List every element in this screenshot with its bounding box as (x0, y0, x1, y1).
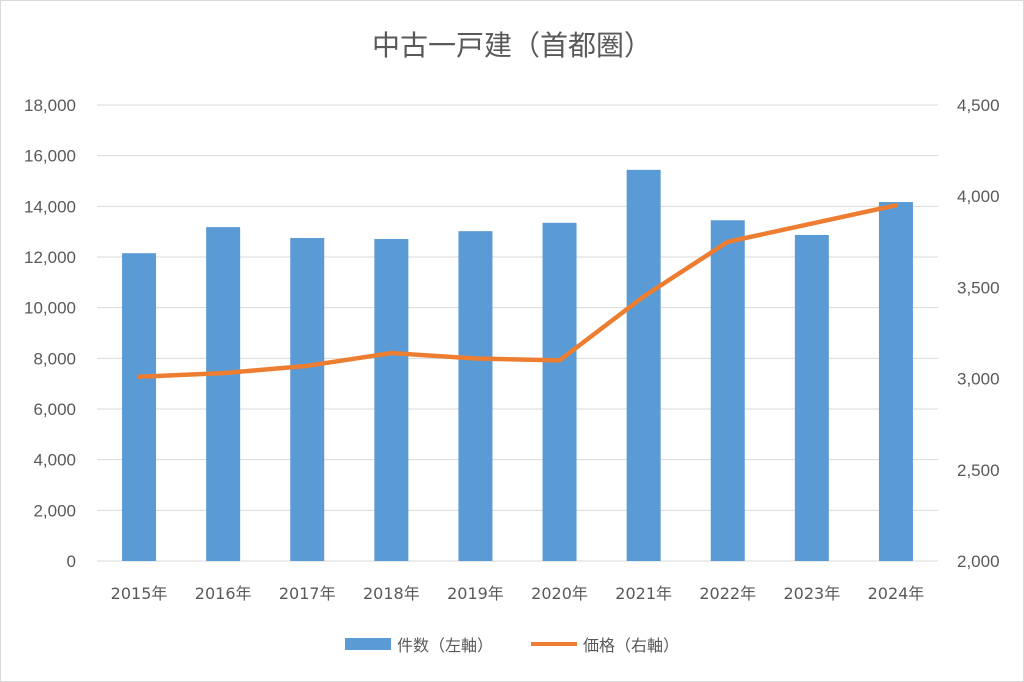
right-tick-label: 2,500 (957, 461, 1000, 480)
bar (542, 222, 577, 562)
x-tick-label: 2021年 (615, 584, 672, 603)
bar (794, 234, 829, 561)
x-tick-label: 2023年 (783, 584, 840, 603)
legend-item-line: 価格（右軸） (531, 632, 679, 656)
left-tick-label: 0 (67, 552, 76, 571)
x-tick-label: 2016年 (195, 584, 252, 603)
left-tick-label: 18,000 (24, 96, 76, 115)
bar (878, 202, 913, 561)
right-tick-label: 4,500 (957, 96, 1000, 115)
x-tick-label: 2020年 (531, 584, 588, 603)
bar (290, 238, 325, 561)
bar (122, 253, 157, 561)
right-tick-label: 2,000 (957, 552, 1000, 571)
bar (458, 231, 493, 561)
right-axis-ticks: 2,000 2,500 3,000 3,500 4,000 4,500 (957, 96, 1000, 571)
right-tick-label: 3,000 (957, 370, 1000, 389)
left-tick-label: 4,000 (33, 451, 76, 470)
left-tick-label: 6,000 (33, 400, 76, 419)
x-tick-label: 2019年 (447, 584, 504, 603)
bar (374, 239, 409, 561)
bar-series (122, 169, 913, 562)
left-tick-label: 8,000 (33, 349, 76, 368)
x-tick-label: 2018年 (363, 584, 420, 603)
right-tick-label: 4,000 (957, 187, 1000, 206)
legend-swatch-bar (344, 638, 391, 650)
bar (626, 169, 661, 561)
x-tick-label: 2024年 (868, 584, 925, 603)
left-axis-ticks: 0 2,000 4,000 6,000 8,000 10,000 12,000 14,000 1… (24, 96, 76, 571)
bar (206, 227, 241, 561)
legend-item-bar: 件数（左軸） (344, 632, 493, 656)
line-series (136, 203, 899, 380)
left-tick-label: 16,000 (24, 147, 76, 166)
left-tick-label: 2,000 (33, 501, 76, 520)
x-tick-label: 2015年 (111, 584, 168, 603)
legend: 件数（左軸） 価格（右軸） (0, 632, 1024, 656)
left-tick-label: 14,000 (24, 197, 76, 216)
left-tick-label: 12,000 (24, 248, 76, 267)
x-tick-label: 2017年 (279, 584, 336, 603)
legend-label-line: 価格（右軸） (583, 636, 680, 655)
price-line (136, 203, 899, 380)
left-tick-label: 10,000 (24, 299, 76, 318)
chart-title: 中古一戸建（首都圏） (371, 29, 652, 62)
right-tick-label: 3,500 (957, 278, 1000, 297)
x-axis-ticks: 2015年 2016年 2017年 2018年 2019年 2020年 2021年 2022年… (111, 584, 925, 603)
legend-label-bar: 件数（左軸） (396, 636, 493, 655)
legend-swatch-line (531, 642, 577, 646)
bar (710, 220, 745, 561)
x-tick-label: 2022年 (699, 584, 756, 603)
